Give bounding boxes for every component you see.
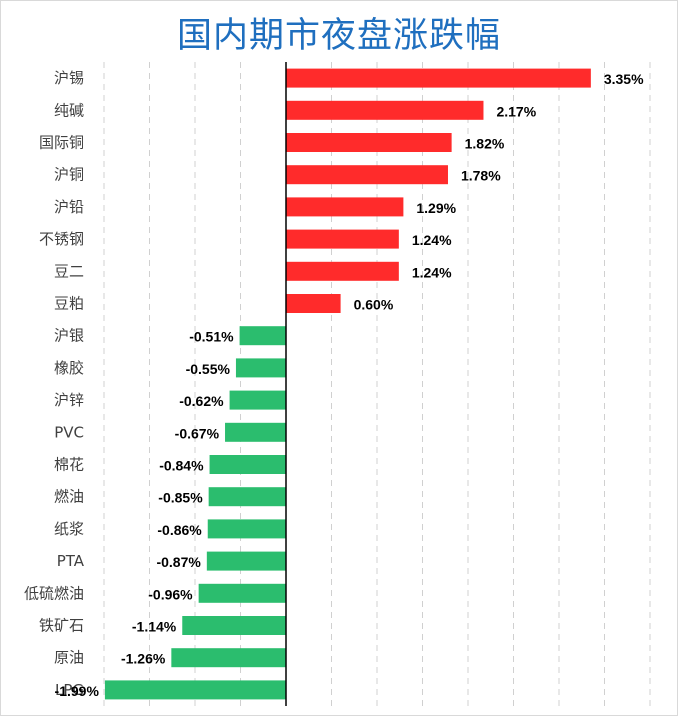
bar	[286, 133, 452, 152]
bar	[286, 229, 399, 249]
category-label: 棉花	[54, 456, 84, 474]
bar	[286, 100, 484, 120]
bar	[286, 197, 404, 217]
value-label: -0.51%	[189, 329, 234, 345]
bar	[239, 326, 286, 346]
bar	[209, 455, 286, 474]
category-label: 沪铅	[54, 198, 84, 216]
value-label: -0.84%	[159, 458, 204, 474]
category-label: 沪铜	[54, 166, 84, 184]
chart-title: 国内期市夜盘涨跌幅	[176, 16, 501, 56]
category-label: 铁矿石	[39, 617, 84, 635]
grid-lines	[103, 62, 651, 706]
bar	[225, 422, 286, 442]
category-label: 橡胶	[54, 359, 84, 377]
category-label: PVC	[54, 423, 84, 441]
bar	[229, 390, 286, 410]
category-label: 纯碱	[54, 101, 84, 119]
category-label: 豆粕	[54, 295, 84, 313]
category-label: 低硫燃油	[24, 584, 84, 602]
value-label: 1.82%	[465, 136, 505, 152]
category-label: 国际铜	[39, 134, 84, 152]
value-label: 1.24%	[412, 264, 452, 280]
value-label: 1.24%	[412, 232, 452, 248]
value-label: 1.29%	[416, 200, 456, 216]
value-label: -0.87%	[156, 554, 201, 570]
bar	[104, 680, 286, 700]
category-label: 沪银	[54, 327, 84, 345]
value-label: 2.17%	[496, 103, 536, 119]
category-label: 不锈钢	[39, 230, 84, 248]
value-label: -1.26%	[121, 651, 166, 667]
category-label: 纸浆	[54, 520, 84, 538]
category-label: LPG	[55, 681, 84, 699]
value-label: -0.55%	[186, 361, 231, 377]
value-label: 0.60%	[354, 297, 394, 313]
bar	[286, 261, 399, 281]
bar	[286, 68, 591, 88]
value-label: -1.14%	[132, 619, 177, 635]
bar	[286, 294, 341, 313]
value-label: -0.85%	[158, 490, 203, 506]
bar	[182, 616, 286, 635]
value-label: -0.86%	[157, 522, 202, 538]
bar	[235, 358, 286, 378]
bar	[206, 551, 286, 571]
value-labels: 3.35% 2.17% 1.82% 1.78% 1.29% 1.24% 1.24% 0.60%…	[55, 71, 645, 699]
category-label: PTA	[57, 552, 85, 570]
category-label: 原油	[54, 649, 84, 667]
category-label: 豆二	[54, 262, 84, 280]
bar	[207, 519, 286, 539]
value-label: 1.78%	[461, 168, 501, 184]
bar	[286, 165, 448, 185]
value-label: -0.62%	[179, 393, 224, 409]
bars	[104, 68, 591, 700]
bar	[171, 648, 286, 668]
value-label: -0.96%	[148, 586, 193, 602]
category-label: 沪锌	[54, 391, 84, 409]
value-label: 3.35%	[604, 71, 644, 87]
value-label: -0.67%	[175, 425, 220, 441]
bar	[208, 487, 286, 507]
category-label: 沪锡	[54, 69, 84, 87]
value-label: -1.99%	[55, 683, 100, 699]
category-label: 燃油	[54, 488, 84, 506]
bar	[198, 583, 286, 603]
